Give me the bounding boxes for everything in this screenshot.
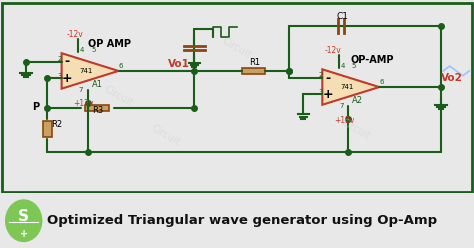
Text: 5: 5 (352, 63, 356, 69)
Text: +12v: +12v (334, 116, 355, 124)
Text: 6: 6 (379, 79, 383, 86)
Text: 7: 7 (339, 103, 343, 109)
Text: 3: 3 (58, 73, 62, 79)
FancyBboxPatch shape (242, 68, 265, 74)
FancyBboxPatch shape (85, 105, 109, 111)
Text: Circuit: Circuit (339, 117, 372, 141)
Polygon shape (322, 69, 379, 105)
Text: -12v: -12v (325, 46, 341, 55)
Text: Optimized Triangular wave generator using Op-Amp: Optimized Triangular wave generator usin… (47, 214, 438, 227)
Text: OP-AMP: OP-AMP (350, 55, 394, 65)
Text: -: - (65, 55, 70, 68)
Text: A2: A2 (352, 96, 364, 105)
Polygon shape (62, 53, 118, 89)
Text: 2: 2 (319, 72, 323, 78)
Text: 7: 7 (78, 87, 82, 93)
Text: A1: A1 (91, 80, 103, 89)
Text: +: + (19, 229, 28, 239)
Text: 5: 5 (91, 47, 95, 53)
Text: S: S (18, 209, 29, 224)
Text: P: P (32, 102, 39, 112)
FancyBboxPatch shape (43, 121, 52, 137)
Text: -: - (326, 71, 330, 85)
Text: R2: R2 (51, 120, 62, 129)
Text: 4: 4 (80, 47, 84, 53)
Text: Circuit: Circuit (221, 36, 253, 61)
Text: +: + (62, 71, 73, 85)
Text: Vo1: Vo1 (168, 59, 190, 69)
Text: C1: C1 (337, 12, 348, 21)
Text: 3: 3 (319, 89, 323, 95)
Text: 4: 4 (340, 63, 345, 69)
Text: -12v: -12v (66, 30, 83, 39)
Text: Circuit: Circuit (150, 123, 182, 148)
Text: OP AMP: OP AMP (88, 38, 130, 49)
Text: Vo2: Vo2 (441, 73, 463, 83)
Circle shape (6, 200, 42, 242)
Text: 741: 741 (340, 84, 354, 90)
Text: Circuit: Circuit (102, 85, 135, 109)
Text: R3: R3 (92, 106, 104, 116)
Text: 741: 741 (80, 68, 93, 74)
Text: 2: 2 (58, 56, 62, 62)
Text: +12v: +12v (73, 99, 94, 108)
Text: 6: 6 (118, 63, 123, 69)
Text: R1: R1 (249, 58, 260, 67)
Text: +: + (323, 88, 333, 101)
